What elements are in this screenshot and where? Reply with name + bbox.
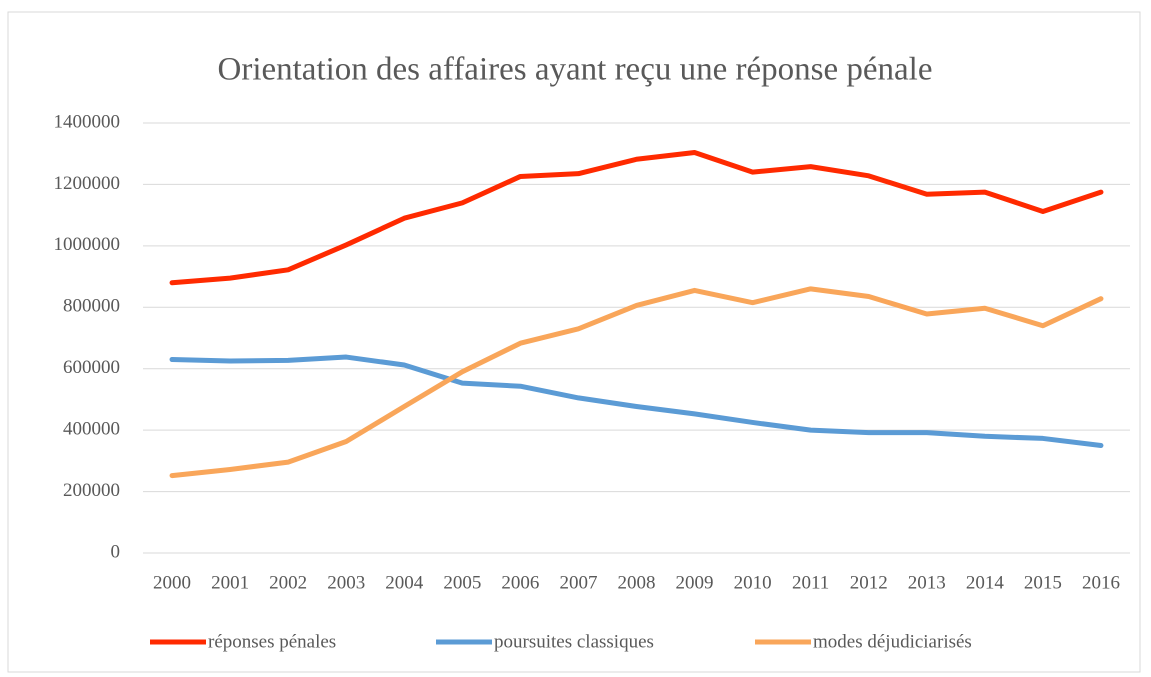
y-tick-label: 0 xyxy=(111,541,121,562)
x-tick-label: 2011 xyxy=(792,572,829,593)
y-tick-label: 1200000 xyxy=(54,173,121,194)
x-tick-label: 2014 xyxy=(966,572,1005,593)
x-tick-label: 2007 xyxy=(559,572,597,593)
y-tick-label: 800000 xyxy=(63,296,120,317)
x-tick-label: 2006 xyxy=(501,572,539,593)
x-tick-label: 2009 xyxy=(676,572,714,593)
chart-frame xyxy=(7,11,1141,673)
chart-title: Orientation des affaires ayant reçu une … xyxy=(218,52,933,88)
legend-label: poursuites classiques xyxy=(494,631,654,652)
y-tick-label: 400000 xyxy=(63,419,120,440)
x-tick-label: 2010 xyxy=(734,572,772,593)
data-line xyxy=(169,286,1104,479)
x-tick-label: 2000 xyxy=(153,572,191,593)
x-tick-label: 2001 xyxy=(211,572,249,593)
x-tick-label: 2012 xyxy=(850,572,888,593)
data-line xyxy=(169,354,1104,448)
y-tick-label: 600000 xyxy=(63,357,120,378)
x-tick-label: 2016 xyxy=(1082,572,1120,593)
x-tick-label: 2008 xyxy=(618,572,656,593)
x-tick-label: 2005 xyxy=(443,572,481,593)
x-tick-label: 2002 xyxy=(269,572,307,593)
x-tick-label: 2004 xyxy=(385,572,424,593)
legend-label: réponses pénales xyxy=(208,631,336,652)
y-tick-label: 1400000 xyxy=(54,111,121,132)
data-line xyxy=(169,149,1104,286)
y-tick-label: 1000000 xyxy=(54,234,121,255)
legend-label: modes déjudiciarisés xyxy=(813,631,972,652)
x-tick-label: 2013 xyxy=(908,572,946,593)
x-tick-label: 2015 xyxy=(1024,572,1062,593)
x-tick-label: 2003 xyxy=(327,572,365,593)
y-tick-label: 200000 xyxy=(63,480,120,501)
